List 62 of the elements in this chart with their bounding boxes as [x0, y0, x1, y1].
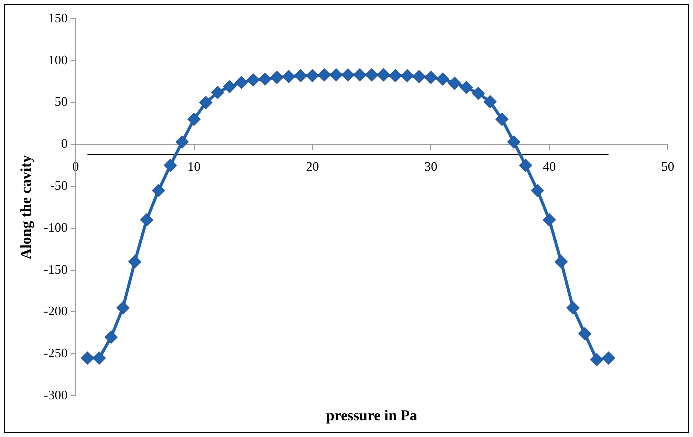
y-tick-label: 100 [48, 52, 68, 68]
point [590, 353, 604, 366]
point [496, 113, 509, 126]
point [104, 330, 118, 344]
y-tick-label: 150 [48, 10, 68, 26]
point [354, 68, 367, 82]
point [519, 159, 532, 172]
point [81, 352, 94, 365]
point [211, 86, 224, 100]
y-tick-label: -150 [44, 262, 68, 277]
point [330, 68, 343, 82]
point [116, 302, 130, 315]
point [460, 81, 474, 94]
point [200, 96, 213, 110]
point [448, 77, 462, 90]
point [306, 69, 320, 82]
point [93, 352, 106, 365]
x-tick-label: 40 [543, 158, 556, 174]
point [554, 255, 568, 268]
x-tick-label: 20 [306, 158, 320, 174]
point [436, 72, 450, 86]
point [531, 184, 544, 198]
point [188, 113, 201, 126]
point [342, 68, 355, 82]
point [543, 214, 556, 227]
point [365, 68, 378, 82]
y-tick-label: 0 [61, 136, 68, 152]
point [578, 328, 592, 341]
y-tick-label: -250 [44, 346, 68, 361]
x-tick-label: 10 [188, 158, 201, 174]
y-tick-label: -300 [44, 387, 68, 402]
point [472, 87, 486, 100]
point [389, 69, 402, 82]
point [294, 69, 308, 82]
point [602, 352, 616, 365]
point [270, 71, 284, 84]
x-tick-label: 30 [424, 158, 438, 174]
point [152, 184, 166, 198]
point [400, 69, 414, 82]
point [246, 74, 260, 87]
y-axis-title: Along the cavity [18, 154, 35, 260]
point [412, 70, 426, 84]
x-tick-label: 50 [662, 158, 674, 174]
point [566, 302, 580, 315]
y-tick-label: 50 [54, 94, 68, 110]
point [377, 68, 390, 82]
y-tick-label: -50 [50, 178, 68, 193]
point [128, 255, 142, 268]
y-tick-label: -100 [44, 220, 68, 235]
point [318, 68, 332, 82]
point [282, 70, 296, 84]
point [140, 214, 154, 227]
point [258, 72, 272, 86]
point [424, 71, 438, 84]
point [164, 159, 178, 172]
y-tick-label: -200 [44, 304, 68, 319]
point [484, 95, 497, 108]
point [223, 80, 236, 94]
x-axis-title: pressure in Pa [326, 408, 418, 424]
point [235, 76, 248, 90]
point [176, 136, 189, 149]
point [508, 136, 521, 149]
